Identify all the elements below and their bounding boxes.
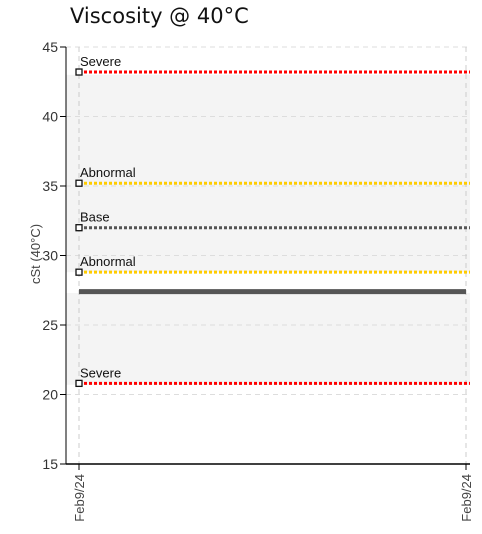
y-tick-label-30: 30: [42, 248, 58, 264]
limits-layer: Severe Abnormal Base Abnormal Severe: [75, 54, 470, 388]
y-tick-label-35: 35: [42, 178, 58, 194]
band-0: [66, 293, 470, 385]
axes-layer: 15 20 25 30 35 40 45 Feb9/24 Feb9/24: [42, 39, 474, 522]
band-2: [66, 74, 470, 186]
limit-marker-2: [75, 224, 83, 232]
limit-marker-3: [75, 268, 83, 276]
band-1: [66, 186, 470, 273]
limit-label-2: Base: [80, 210, 110, 225]
y-axis-title: cSt (40°C): [28, 224, 43, 284]
y-tick-label-45: 45: [42, 39, 58, 55]
limit-marker-4: [75, 379, 83, 388]
limit-label-1: Abnormal: [80, 165, 136, 180]
bands-layer: [66, 74, 470, 385]
y-tick-label-20: 20: [42, 387, 58, 403]
limit-marker-1: [75, 179, 83, 187]
grid-layer: [66, 46, 470, 464]
y-tick-label-15: 15: [42, 456, 58, 472]
limit-label-0: Severe: [80, 54, 121, 69]
limit-marker-0: [75, 68, 83, 76]
y-tick-label-40: 40: [42, 109, 58, 125]
limit-label-3: Abnormal: [80, 254, 136, 269]
chart-title: Viscosity @ 40°C: [70, 4, 249, 28]
x-tick-label-0: Feb9/24: [72, 474, 87, 522]
y-tick-label-25: 25: [42, 317, 58, 333]
limit-label-4: Severe: [80, 365, 121, 380]
x-tick-label-1: Feb9/24: [459, 474, 474, 522]
